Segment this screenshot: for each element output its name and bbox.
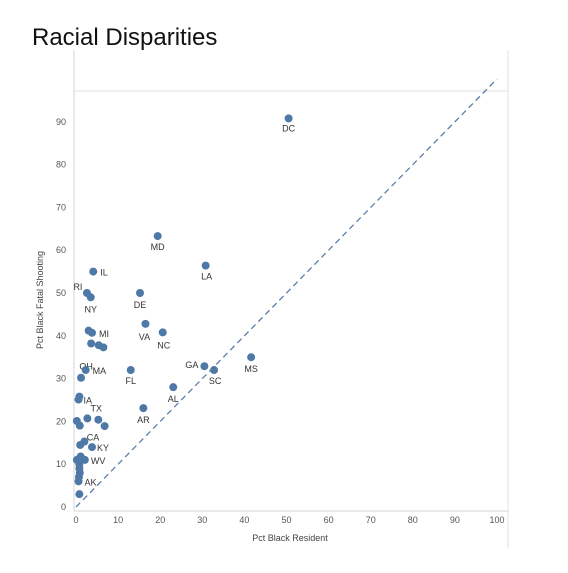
data-points: DCMDLAILRINYDEVANCMIOHMSGASCFLMAALIAARTX… (72, 114, 296, 499)
y-tick-label: 60 (56, 245, 66, 255)
point-label-ga: GA (185, 360, 198, 370)
y-tick-label: 70 (56, 202, 66, 212)
plot-frame (73, 50, 509, 548)
y-tick-label: 80 (56, 160, 66, 170)
point-md (153, 232, 162, 241)
y-tick-label: 0 (61, 502, 66, 512)
point-va (141, 319, 150, 328)
point-unlabeled (76, 440, 85, 449)
point-ny (86, 293, 95, 302)
y-tick-label: 10 (56, 459, 66, 469)
point-unlabeled (75, 490, 84, 499)
x-tick-label: 0 (73, 515, 78, 525)
point-label-ia: IA (84, 396, 93, 406)
y-axis-label: Pct Black Fatal Shooting (35, 251, 45, 349)
x-tick-label: 70 (366, 515, 376, 525)
point-label-ak: AK (85, 477, 97, 487)
point-label-nc: NC (157, 340, 170, 350)
point-ms (247, 353, 256, 362)
x-tick-label: 20 (155, 515, 165, 525)
x-tick-label: 40 (239, 515, 249, 525)
point-la (201, 261, 210, 270)
point-de (135, 289, 144, 297)
point-label-ny: NY (84, 304, 97, 314)
point-unlabeled (87, 339, 96, 348)
y-tick-label: 30 (56, 374, 66, 384)
point-ia (74, 395, 83, 404)
point-label-md: MD (151, 242, 165, 252)
axes: 0 10 20 30 40 50 60 70 80 90 100 0 10 20 30 40 50 60 70 80 9… (56, 117, 505, 525)
x-tick-label: 50 (281, 515, 291, 525)
point-ar (139, 404, 148, 413)
point-label-de: DE (134, 300, 147, 310)
point-label-fl: FL (125, 376, 136, 386)
point-ky (87, 443, 96, 452)
y-tick-label: 90 (56, 117, 66, 127)
x-tick-label: 30 (197, 515, 207, 525)
point-ak (74, 477, 83, 486)
point-ga (200, 362, 209, 371)
point-label-al: AL (168, 394, 179, 404)
point-label-dc: DC (282, 123, 295, 133)
point-al (169, 383, 178, 392)
point-label-ar: AR (137, 415, 150, 425)
point-label-ca: CA (87, 433, 100, 443)
point-dc (284, 114, 293, 123)
reference-line-group (75, 78, 498, 508)
point-wv (80, 455, 89, 464)
point-fl (126, 366, 135, 375)
y-tick-label: 50 (56, 288, 66, 298)
y-tick-label: 20 (56, 416, 66, 426)
point-label-ri: RI (73, 282, 82, 292)
point-unlabeled (83, 414, 92, 423)
point-ma (81, 366, 90, 375)
point-il (89, 267, 98, 276)
point-label-tx: TX (91, 404, 103, 414)
point-label-sc: SC (209, 376, 222, 386)
point-label-il: IL (100, 268, 108, 278)
reference-line (75, 78, 498, 508)
y-tick-label: 40 (56, 331, 66, 341)
point-unlabeled (100, 422, 109, 431)
point-sc (210, 366, 219, 375)
x-axis-label: Pct Black Resident (252, 533, 328, 543)
point-label-wv: WV (91, 456, 106, 466)
point-ca (75, 421, 84, 430)
point-label-la: LA (201, 272, 212, 282)
x-tick-label: 100 (489, 515, 504, 525)
point-nc (158, 328, 167, 337)
point-unlabeled (77, 373, 86, 382)
point-label-ky: KY (97, 443, 109, 453)
point-tx (94, 415, 103, 424)
point-label-ms: MS (244, 364, 258, 374)
point-label-ma: MA (93, 366, 107, 376)
point-label-va: VA (139, 332, 150, 342)
x-tick-label: 10 (113, 515, 123, 525)
point-mi (87, 328, 96, 337)
chart-title: Racial Disparities (32, 24, 218, 51)
x-tick-label: 60 (324, 515, 334, 525)
point-oh (99, 343, 108, 352)
x-tick-label: 80 (408, 515, 418, 525)
point-label-mi: MI (99, 329, 109, 339)
x-tick-label: 90 (450, 515, 460, 525)
